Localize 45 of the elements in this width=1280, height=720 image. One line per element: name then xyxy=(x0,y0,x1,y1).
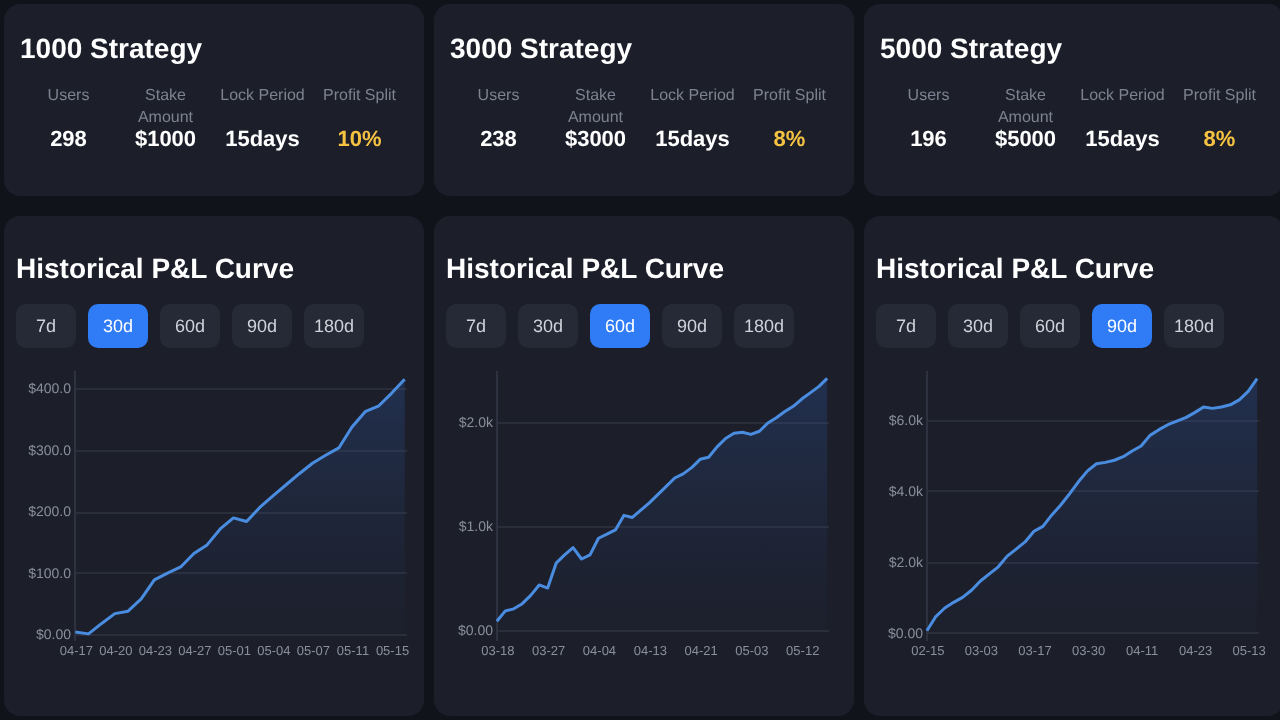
text: 180d xyxy=(304,304,364,348)
text: Profit Split xyxy=(1181,84,1258,108)
text: $1000 xyxy=(132,128,199,152)
text: 15days xyxy=(653,128,732,152)
text: 30d xyxy=(518,304,578,348)
text: 60d xyxy=(1020,304,1080,348)
text: $5000 xyxy=(992,128,1059,152)
chart-title: Historical P&L Curve xyxy=(16,252,297,284)
text: Users xyxy=(45,84,92,108)
text: 3000 Strategy xyxy=(450,32,635,64)
text: 15days xyxy=(223,128,302,152)
text: Profit Split xyxy=(321,84,398,108)
text: Profit Split xyxy=(751,84,828,108)
text: 10% xyxy=(335,128,384,152)
text: 298 xyxy=(48,128,89,152)
text: Lock Period xyxy=(1078,84,1167,108)
text: 90d xyxy=(662,304,722,348)
text: 1000 Strategy xyxy=(20,32,205,64)
text: Users xyxy=(475,84,522,108)
text: 90d xyxy=(232,304,292,348)
text: 7d xyxy=(876,304,936,348)
chart-title: Historical P&L Curve xyxy=(446,252,727,284)
text: 7d xyxy=(446,304,506,348)
text: Stake Amount xyxy=(565,84,626,128)
text: 8% xyxy=(771,128,808,152)
text: $3000 xyxy=(562,128,629,152)
text: 15days xyxy=(1083,128,1162,152)
text: 180d xyxy=(1164,304,1224,348)
text: 7d xyxy=(16,304,76,348)
text: Lock Period xyxy=(218,84,307,108)
text: 5000 Strategy xyxy=(880,32,1065,64)
text: 90d xyxy=(1092,304,1152,348)
text: Stake Amount xyxy=(995,84,1056,128)
text: Users xyxy=(905,84,952,108)
chart-title: Historical P&L Curve xyxy=(876,252,1157,284)
text: 60d xyxy=(590,304,650,348)
text: Stake Amount xyxy=(135,84,196,128)
text: 30d xyxy=(948,304,1008,348)
text: 238 xyxy=(478,128,519,152)
text: Lock Period xyxy=(648,84,737,108)
text: 60d xyxy=(160,304,220,348)
text: 180d xyxy=(734,304,794,348)
text: 30d xyxy=(88,304,148,348)
text: 8% xyxy=(1201,128,1238,152)
text: 196 xyxy=(908,128,949,152)
